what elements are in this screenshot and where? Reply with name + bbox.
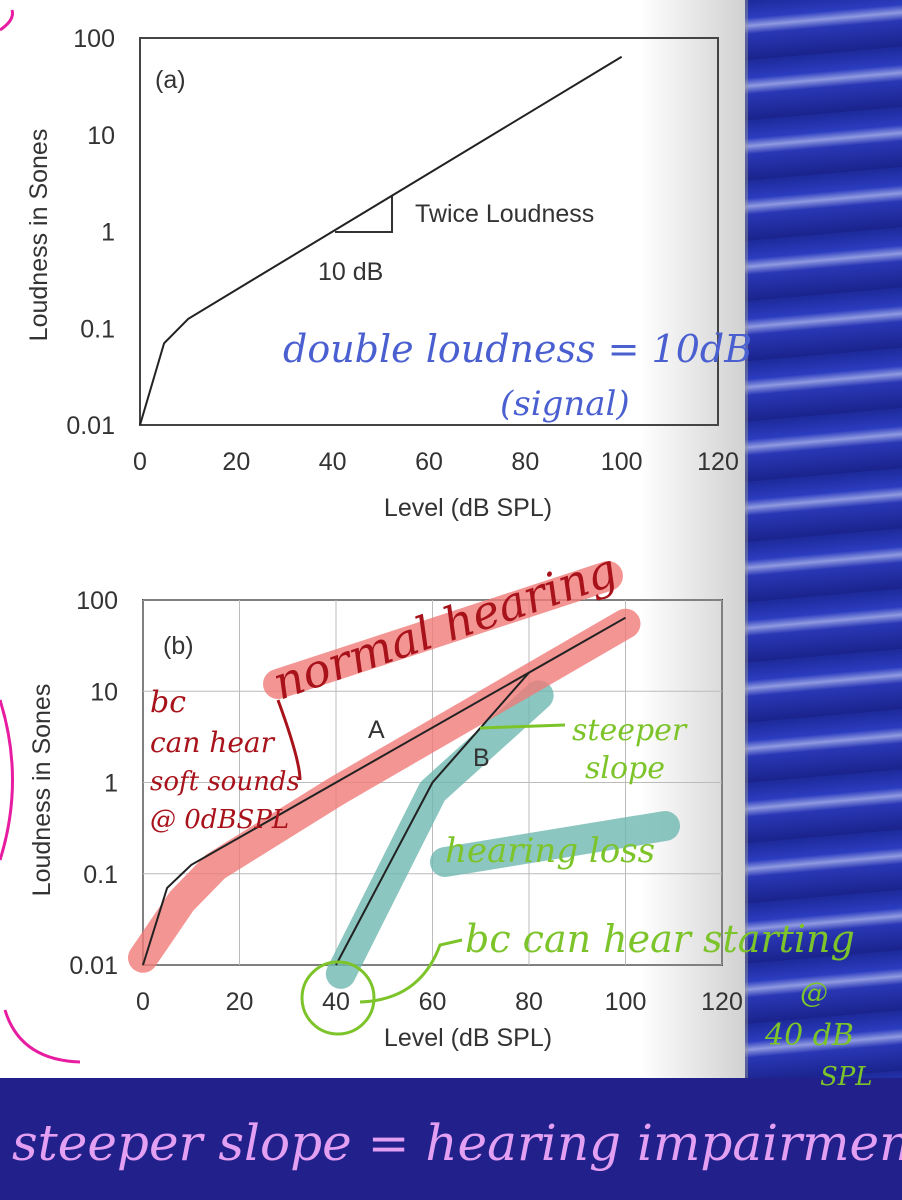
x-tick-label: 20 (222, 448, 250, 476)
panel-label-a: (a) (155, 66, 186, 94)
series-line-0 (139, 55, 623, 426)
x-axis-title-b: Level (dB SPL) (384, 1024, 552, 1052)
blue-background (745, 0, 902, 1200)
page-shadow (640, 0, 748, 1078)
x-tick-label: 40 (319, 448, 347, 476)
note-spl: SPL (820, 1062, 873, 1092)
y-tick-label: 100 (73, 25, 115, 53)
x-tick-label: 100 (601, 448, 643, 476)
series-label-b: B (473, 744, 490, 772)
x-tick-label: 60 (415, 448, 443, 476)
x-tick-label: 120 (697, 448, 739, 476)
y-tick-label: 10 (87, 122, 115, 150)
slope-y-label: Twice Loudness (415, 200, 594, 228)
slope-x-label: 10 dB (318, 258, 383, 286)
x-tick-label: 100 (605, 988, 647, 1016)
chart-b: 100 10 1 0.1 0.01 120 100 80 60 40 20 0 (b) Loudnes… (28, 561, 743, 1052)
note-hearing-loss: hearing loss (445, 831, 655, 871)
note-steeper-2: slope (585, 751, 665, 786)
pointer-steeper (479, 723, 566, 730)
bottom-band (0, 1078, 902, 1200)
chart-a: 100 10 1 0.1 0.01 120 100 80 60 40 20 0 (a) Loudnes… (25, 25, 739, 522)
y-tick-label: 100 (76, 587, 118, 615)
highlight-normal-label (263, 561, 623, 699)
note-starting-at: @ (800, 976, 828, 1009)
series-line-B (335, 671, 530, 966)
x-tick-label: 40 (322, 988, 350, 1016)
note-starting: bc can hear starting (465, 917, 855, 961)
note-conclusion: steeper slope = hearing impairment (12, 1114, 902, 1172)
x-tick-label: 80 (511, 448, 539, 476)
y-tick-label: 0.1 (83, 861, 118, 889)
slope-triangle (335, 196, 393, 233)
y-tick-label: 10 (90, 678, 118, 706)
y-axis-title-a: Loudness in Sones (25, 129, 53, 342)
x-tick-label: 60 (419, 988, 447, 1016)
plot-frame (139, 37, 719, 426)
y-axis-title-b: Loudness in Sones (28, 684, 56, 897)
note-40db: 40 dB (764, 1018, 854, 1053)
note-signal: (signal) (500, 384, 630, 424)
y-tick-label: 0.1 (80, 315, 115, 343)
y-tick-label: 0.01 (66, 412, 115, 440)
series-label-a: A (368, 716, 385, 744)
note-soft-2: can hear (150, 726, 276, 759)
x-axis-title-a: Level (dB SPL) (384, 494, 552, 522)
y-tick-label: 1 (101, 219, 115, 247)
series-line-A (142, 616, 626, 966)
x-tick-label: 120 (701, 988, 743, 1016)
x-tick-label: 0 (136, 988, 150, 1016)
pink-arc (0, 9, 81, 1064)
note-soft-4: @ 0dBSPL (150, 805, 289, 835)
note-soft-3: soft sounds (150, 767, 300, 797)
panel-label-b: (b) (163, 632, 194, 660)
pointer-starting (359, 938, 463, 1004)
note-double-loudness: double loudness = 10dB (283, 327, 752, 371)
x-tick-label: 0 (133, 448, 147, 476)
highlight-normal-curve (128, 608, 641, 973)
y-tick-label: 1 (104, 770, 118, 798)
highlight-hearing-loss (430, 811, 680, 877)
x-tick-label: 20 (226, 988, 254, 1016)
note-normal-hearing: normal hearing (266, 542, 624, 710)
bracket-red (276, 699, 302, 781)
note-soft-1: bc (150, 685, 186, 720)
circle-40db (300, 960, 376, 1036)
x-tick-label: 80 (515, 988, 543, 1016)
note-steeper-1: steeper (572, 713, 688, 748)
y-tick-label: 0.01 (69, 952, 118, 980)
